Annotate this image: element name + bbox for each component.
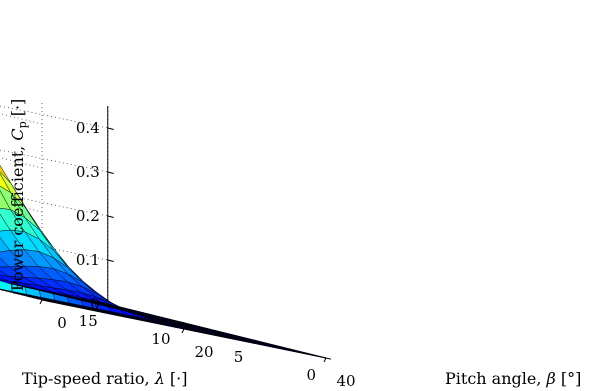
x-tick-label: 40 [336,372,355,390]
z-tick-mark [108,128,114,130]
y-axis-label: Tip-speed ratio, λ [·] [22,369,188,388]
y-tick-label: 10 [151,330,170,348]
z-tick-label: 0.4 [76,119,100,137]
z-tick-label: 0.3 [76,163,100,181]
y-tick-label: 15 [79,312,98,330]
z-tick-label: 0.1 [76,251,100,269]
y-tick-label: 5 [234,348,244,366]
y-tick-label: 0 [306,366,316,384]
z-tick-mark [108,216,114,218]
x-tick-label: 0 [57,314,67,332]
x-tick-label: 20 [194,343,213,361]
y-tick-mark [326,358,331,359]
grid-layer [0,48,326,358]
z-axis-label: Power coefficient, Cp [·] [8,99,29,292]
z-tick-label: 0.2 [76,207,100,225]
x-tick-mark [40,300,42,304]
z-tick-mark [108,260,114,262]
x-tick-mark [182,329,184,333]
x-axis-label: Pitch angle, β [°] [445,369,581,388]
z-tick-label: 0 [90,295,100,313]
x-tick-mark [324,358,326,362]
surface-layer [0,69,326,358]
z-tick-mark [108,172,114,174]
